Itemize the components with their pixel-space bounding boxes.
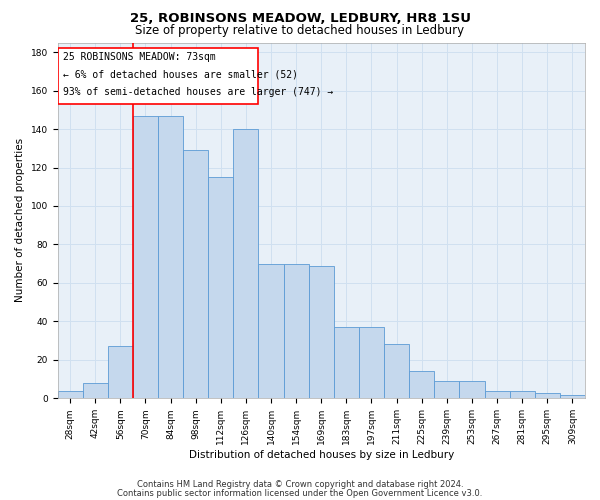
Y-axis label: Number of detached properties: Number of detached properties — [15, 138, 25, 302]
Bar — [560, 394, 585, 398]
Text: Contains HM Land Registry data © Crown copyright and database right 2024.: Contains HM Land Registry data © Crown c… — [137, 480, 463, 489]
Bar — [460, 381, 485, 398]
Bar — [133, 116, 158, 399]
Bar — [58, 48, 259, 104]
Bar — [208, 177, 233, 398]
Text: 93% of semi-detached houses are larger (747) →: 93% of semi-detached houses are larger (… — [62, 86, 333, 97]
Text: Size of property relative to detached houses in Ledbury: Size of property relative to detached ho… — [136, 24, 464, 37]
Bar — [108, 346, 133, 399]
Text: 25, ROBINSONS MEADOW, LEDBURY, HR8 1SU: 25, ROBINSONS MEADOW, LEDBURY, HR8 1SU — [130, 12, 470, 26]
Bar — [434, 381, 460, 398]
Bar — [384, 344, 409, 399]
Bar — [83, 383, 108, 398]
Bar — [183, 150, 208, 398]
Text: Contains public sector information licensed under the Open Government Licence v3: Contains public sector information licen… — [118, 488, 482, 498]
Bar — [309, 266, 334, 398]
Bar — [158, 116, 183, 399]
Bar — [284, 264, 309, 398]
Bar — [233, 129, 259, 398]
Bar — [359, 327, 384, 398]
Bar — [409, 372, 434, 398]
Text: ← 6% of detached houses are smaller (52): ← 6% of detached houses are smaller (52) — [62, 70, 298, 80]
Bar — [509, 390, 535, 398]
Bar — [334, 327, 359, 398]
X-axis label: Distribution of detached houses by size in Ledbury: Distribution of detached houses by size … — [188, 450, 454, 460]
Bar — [259, 264, 284, 398]
Bar — [58, 390, 83, 398]
Bar — [485, 390, 509, 398]
Bar — [535, 392, 560, 398]
Text: 25 ROBINSONS MEADOW: 73sqm: 25 ROBINSONS MEADOW: 73sqm — [62, 52, 215, 62]
